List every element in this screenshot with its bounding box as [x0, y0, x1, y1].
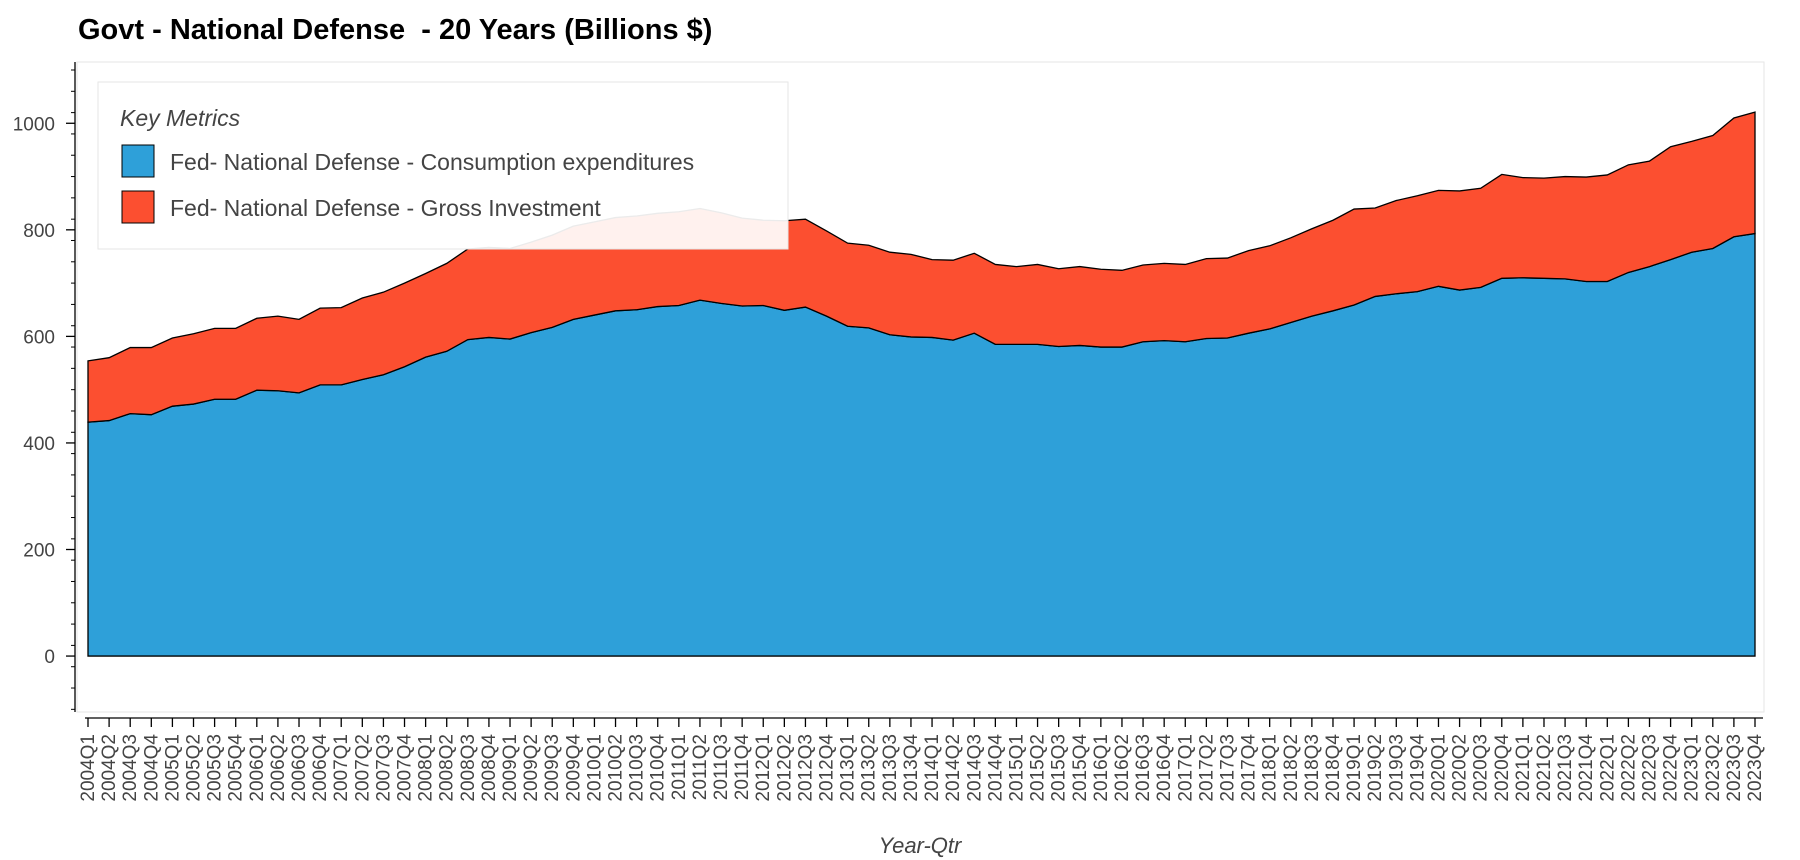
x-tick-label: 2011Q4: [732, 734, 753, 801]
x-tick-label: 2023Q4: [1745, 734, 1766, 802]
x-tick-label: 2022Q4: [1661, 734, 1682, 802]
x-tick-label: 2009Q4: [563, 734, 584, 802]
legend-label-investment: Fed- National Defense - Gross Investment: [170, 195, 601, 221]
area-layers: [87, 111, 1756, 657]
x-tick-label: 2020Q4: [1492, 734, 1513, 802]
x-tick-label: 2010Q1: [584, 734, 605, 802]
x-tick-label: 2004Q3: [120, 734, 141, 802]
x-tick-label: 2006Q3: [289, 734, 310, 802]
x-tick-label: 2007Q4: [395, 734, 416, 802]
x-tick-label: 2021Q3: [1555, 734, 1576, 802]
x-tick-label: 2013Q3: [880, 734, 901, 802]
legend-swatch-investment: [121, 190, 155, 224]
x-tick-label: 2010Q3: [627, 734, 648, 802]
x-tick-label: 2006Q1: [247, 734, 268, 802]
x-tick-label: 2021Q2: [1534, 734, 1555, 802]
x-tick-label: 2010Q2: [606, 734, 627, 802]
x-tick-label: 2012Q1: [753, 734, 774, 802]
x-tick-label: 2016Q1: [1091, 734, 1112, 802]
x-axis-label: Year-Qtr: [879, 833, 963, 858]
x-axis: 2004Q1 2004Q2 2004Q3 2004Q4 2005Q1 2005Q2 2005…: [78, 717, 1766, 802]
x-tick-label: 2009Q1: [500, 734, 521, 802]
x-tick-label: 2011Q3: [711, 734, 732, 800]
x-tick-label: 2008Q1: [416, 734, 437, 802]
x-tick-label: 2014Q4: [985, 734, 1006, 802]
x-tick-label: 2021Q1: [1513, 734, 1534, 802]
y-tick-label: 800: [23, 221, 55, 242]
x-tick-label: 2006Q4: [310, 734, 331, 802]
legend: Key Metrics Fed- National Defense - Cons…: [97, 81, 789, 250]
x-tick-label: 2013Q1: [838, 734, 859, 802]
x-tick-label: 2013Q4: [901, 734, 922, 802]
x-tick-label: 2018Q1: [1260, 734, 1281, 802]
x-tick-label: 2005Q2: [184, 734, 205, 802]
x-tick-label: 2005Q1: [162, 734, 183, 802]
x-tick-label: 2009Q2: [521, 734, 542, 802]
x-tick-label: 2007Q2: [352, 734, 373, 802]
y-tick-label: 400: [23, 434, 55, 455]
x-tick-label: 2019Q3: [1386, 734, 1407, 802]
x-tick-label: 2020Q1: [1428, 734, 1449, 802]
x-tick-label: 2005Q3: [205, 734, 226, 802]
x-tick-label: 2004Q2: [99, 734, 120, 802]
x-tick-label: 2018Q4: [1323, 734, 1344, 802]
x-tick-label: 2011Q1: [669, 734, 690, 800]
x-tick-label: 2019Q4: [1407, 734, 1428, 802]
x-tick-label: 2014Q2: [943, 734, 964, 802]
x-tick-label: 2020Q2: [1450, 734, 1471, 802]
x-tick-label: 2015Q3: [1049, 734, 1070, 802]
x-tick-label: 2014Q3: [964, 734, 985, 802]
x-tick-label: 2005Q4: [226, 734, 247, 802]
x-tick-label: 2019Q1: [1344, 734, 1365, 802]
x-tick-label: 2022Q2: [1618, 734, 1639, 802]
x-tick-label: 2017Q3: [1217, 734, 1238, 802]
x-tick-label: 2014Q1: [922, 734, 943, 802]
x-tick-label: 2012Q3: [795, 734, 816, 802]
x-tick-label: 2015Q1: [1006, 734, 1027, 802]
x-tick-label: 2018Q2: [1281, 734, 1302, 802]
x-tick-label: 2016Q3: [1133, 734, 1154, 802]
x-tick-label: 2008Q2: [437, 734, 458, 802]
y-tick-label: 200: [23, 541, 55, 562]
x-tick-label: 2010Q4: [648, 734, 669, 802]
y-tick-label: 1000: [13, 114, 55, 135]
x-tick-label: 2007Q3: [373, 734, 394, 802]
y-tick-label: 0: [44, 647, 55, 668]
legend-box: [97, 81, 789, 250]
x-tick-label: 2019Q2: [1365, 734, 1386, 802]
x-tick-label: 2006Q2: [268, 734, 289, 802]
y-tick-label: 600: [23, 327, 55, 348]
x-tick-label: 2023Q1: [1682, 734, 1703, 802]
x-tick-label: 2009Q3: [542, 734, 563, 802]
x-tick-label: 2017Q1: [1175, 734, 1196, 802]
x-tick-label: 2022Q1: [1597, 734, 1618, 802]
legend-label-consumption: Fed- National Defense - Consumption expe…: [170, 149, 694, 175]
x-tick-label: 2023Q3: [1724, 734, 1745, 802]
x-tick-label: 2018Q3: [1302, 734, 1323, 802]
x-tick-label: 2011Q2: [690, 734, 711, 800]
x-tick-label: 2004Q4: [141, 734, 162, 802]
x-tick-label: 2008Q3: [458, 734, 479, 802]
x-tick-label: 2020Q3: [1471, 734, 1492, 802]
x-tick-label: 2023Q2: [1703, 734, 1724, 802]
x-tick-label: 2012Q2: [774, 734, 795, 802]
x-tick-label: 2008Q4: [479, 734, 500, 802]
x-tick-label: 2012Q4: [817, 734, 838, 802]
x-tick-label: 2016Q2: [1112, 734, 1133, 802]
x-tick-label: 2021Q4: [1576, 734, 1597, 802]
x-tick-label: 2015Q2: [1028, 734, 1049, 802]
y-axis: 0 200 400 600 800 1000: [13, 62, 76, 712]
x-tick-label: 2017Q4: [1239, 734, 1260, 802]
x-tick-label: 2013Q2: [859, 734, 880, 802]
x-tick-label: 2016Q4: [1154, 734, 1175, 802]
x-tick-label: 2017Q2: [1196, 734, 1217, 802]
x-tick-label: 2015Q4: [1070, 734, 1091, 802]
x-tick-label: 2007Q1: [331, 734, 352, 802]
x-tick-label: 2022Q3: [1639, 734, 1660, 802]
legend-title: Key Metrics: [120, 105, 241, 131]
legend-swatch-consumption: [121, 144, 155, 178]
x-tick-label: 2004Q1: [78, 734, 99, 802]
chart-title: Govt - National Defense - 20 Years (Bill…: [78, 14, 713, 46]
